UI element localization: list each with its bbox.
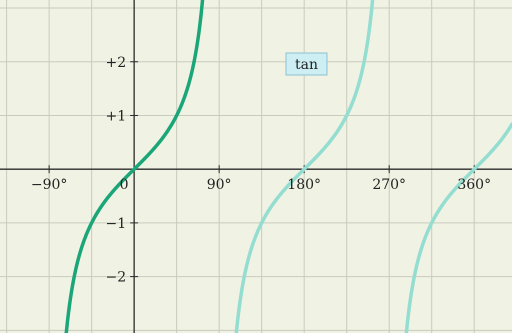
- x-tick-label: 0: [120, 177, 129, 193]
- legend-box: [285, 52, 328, 76]
- x-tick-label: 270°: [372, 177, 406, 193]
- tan-branch-3: [404, 122, 512, 333]
- y-tick-label: +2: [105, 55, 126, 71]
- y-tick-label: +1: [105, 108, 126, 124]
- y-tick-label: −1: [105, 216, 126, 232]
- y-tick-label: −2: [105, 270, 126, 286]
- tan-branch-2: [234, 0, 375, 333]
- x-tick-label: 180°: [287, 177, 321, 193]
- legend-label: tan: [295, 57, 318, 73]
- x-tick-label: 360°: [457, 177, 491, 193]
- x-tick-label: 90°: [207, 177, 232, 193]
- x-tick-label: −90°: [31, 177, 68, 193]
- tan-branch-1: [64, 0, 205, 333]
